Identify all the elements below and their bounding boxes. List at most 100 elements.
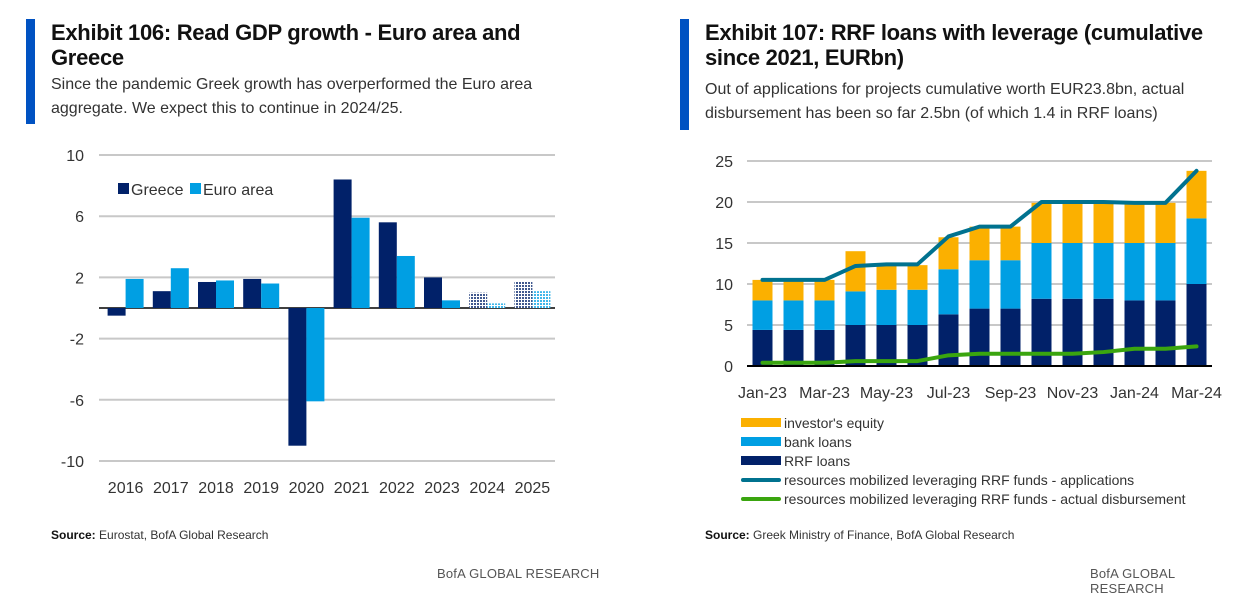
y-tick-label: 15 — [715, 236, 733, 253]
bar-investor-s-equity-May-23 — [876, 265, 897, 290]
source-note: Source: Greek Ministry of Finance, BofA … — [705, 528, 1014, 542]
bar-bank-loans-Jun-23 — [907, 289, 928, 325]
x-tick-label: 2020 — [289, 480, 325, 497]
bar-investor-s-equity-Jul-23 — [938, 237, 959, 270]
legend-item: resources mobilized leveraging RRF funds… — [741, 470, 1186, 489]
y-tick-label: -2 — [70, 332, 84, 349]
x-tick-label: Sep-23 — [985, 385, 1037, 402]
y-tick-label: 2 — [75, 270, 84, 287]
bar-euro-area-2025 — [532, 291, 551, 308]
bar-euro-area-2020 — [306, 308, 325, 402]
bar-greece-2023 — [424, 277, 442, 308]
source-text: Eurostat, BofA Global Research — [99, 528, 269, 542]
chart-title: Exhibit 107: RRF loans with leverage (cu… — [705, 20, 1203, 70]
line-actual-disbursement — [760, 344, 1199, 365]
x-tick-label: 2024 — [469, 480, 505, 497]
bar-euro-area-2017 — [170, 268, 189, 308]
x-tick-label: 2021 — [334, 480, 370, 497]
bar-euro-area-2024 — [487, 303, 506, 308]
bar-euro-area-2019 — [261, 283, 280, 308]
bar-investor-s-equity-Mar-23 — [814, 279, 835, 301]
bar-euro-area-2021 — [351, 217, 370, 308]
x-tick-label: 2023 — [424, 480, 460, 497]
x-tick-label: Mar-24 — [1171, 385, 1222, 402]
legend-label: resources mobilized leveraging RRF funds… — [784, 471, 1135, 488]
gdp-growth-chart: 10 6 2 -2 -6 -10 2016 2017 2018 2019 2020 2021 2022 2… — [61, 148, 555, 497]
bar-bank-loans-Jan-24 — [1124, 243, 1145, 301]
legend-label: investor's equity — [784, 414, 884, 431]
x-tick-label: May-23 — [860, 385, 913, 402]
x-tick-label: Jul-23 — [927, 385, 971, 402]
legend-swatch — [741, 437, 781, 446]
source-label: Source: — [51, 528, 96, 542]
brand-footer: BofA GLOBAL RESEARCH — [437, 566, 600, 581]
bar-rrf-loans-Jan-23 — [752, 329, 773, 366]
bar-bank-loans-Mar-23 — [814, 300, 835, 330]
y-tick-label: 10 — [715, 277, 733, 294]
bar-greece-2021 — [333, 179, 352, 308]
bar-rrf-loans-Jun-23 — [907, 325, 928, 366]
legend-swatch-euro-area — [190, 183, 201, 194]
chart-subtitle: Out of applications for projects cumulat… — [705, 81, 1185, 122]
legend-swatch — [741, 456, 781, 465]
bar-rrf-loans-Nov-23 — [1062, 298, 1083, 366]
y-tick-label: 6 — [75, 209, 84, 226]
bar-greece-2019 — [243, 278, 262, 308]
x-tick-label: Jan-24 — [1110, 385, 1159, 402]
x-tick-label: Jan-23 — [738, 385, 787, 402]
bar-greece-2017 — [152, 291, 171, 308]
bar-rrf-loans-Apr-23 — [845, 325, 866, 366]
legend-label-euro-area: Euro area — [203, 182, 273, 199]
bar-investor-s-equity-Feb-24 — [1155, 202, 1176, 243]
x-tick-label: 2022 — [379, 480, 415, 497]
y-tick-label: 25 — [715, 154, 733, 171]
bar-bank-loans-Feb-24 — [1155, 243, 1176, 301]
bar-bank-loans-Nov-23 — [1062, 243, 1083, 299]
brand-footer: BofA GLOBAL RESEARCH — [1090, 566, 1175, 596]
legend-item: investor's equity — [741, 413, 1186, 432]
bar-greece-2025 — [514, 281, 533, 308]
bar-greece-2024 — [469, 292, 488, 308]
bar-rrf-loans-Mar-24 — [1186, 284, 1207, 366]
bar-rrf-loans-May-23 — [876, 325, 897, 366]
bar-rrf-loans-Sep-23 — [1000, 308, 1021, 366]
bar-euro-area-2023 — [442, 300, 460, 308]
bar-euro-area-2018 — [216, 280, 234, 308]
bar-greece-2016 — [107, 308, 126, 316]
exhibit-107-panel: Exhibit 107: RRF loans with leverage (cu… — [617, 0, 1234, 605]
legend-label: bank loans — [784, 433, 852, 450]
legend-label: RRF loans — [784, 452, 851, 469]
x-tick-label: 2017 — [153, 480, 189, 497]
bar-investor-s-equity-Feb-23 — [783, 279, 804, 301]
bar-bank-loans-Apr-23 — [845, 291, 866, 325]
line-applications — [760, 168, 1199, 282]
chart-legend: investor's equity bank loans RRF loans reso… — [741, 413, 1186, 508]
bar-greece-2018 — [198, 281, 216, 308]
legend-swatch-greece — [118, 183, 129, 194]
bar-bank-loans-May-23 — [876, 289, 897, 325]
legend-item: resources mobilized leveraging RRF funds… — [741, 489, 1186, 508]
source-note: Source: Eurostat, BofA Global Research — [51, 528, 268, 542]
bar-bank-loans-Dec-23 — [1093, 243, 1114, 299]
bar-bank-loans-Sep-23 — [1000, 260, 1021, 309]
y-tick-label: 20 — [715, 195, 733, 212]
y-tick-label: -10 — [61, 454, 84, 471]
bar-bank-loans-Feb-23 — [783, 300, 804, 330]
y-tick-label: 5 — [724, 318, 733, 335]
bar-greece-2020 — [288, 308, 307, 446]
bar-bank-loans-Mar-24 — [1186, 218, 1207, 284]
bar-rrf-loans-Dec-23 — [1093, 298, 1114, 366]
y-tick-label: 10 — [66, 148, 84, 165]
bar-euro-area-2016 — [125, 278, 144, 308]
legend-item: RRF loans — [741, 451, 1186, 470]
bar-investor-s-equity-Nov-23 — [1062, 202, 1083, 243]
source-text: Greek Ministry of Finance, BofA Global R… — [753, 528, 1015, 542]
legend-swatch — [741, 418, 781, 427]
legend-label-greece: Greece — [131, 182, 184, 199]
bar-rrf-loans-Feb-23 — [783, 329, 804, 366]
bar-bank-loans-Oct-23 — [1031, 243, 1052, 299]
y-tick-label: 0 — [724, 359, 733, 376]
x-tick-label: 2025 — [515, 480, 551, 497]
accent-bar — [680, 19, 689, 130]
accent-bar — [26, 19, 35, 124]
